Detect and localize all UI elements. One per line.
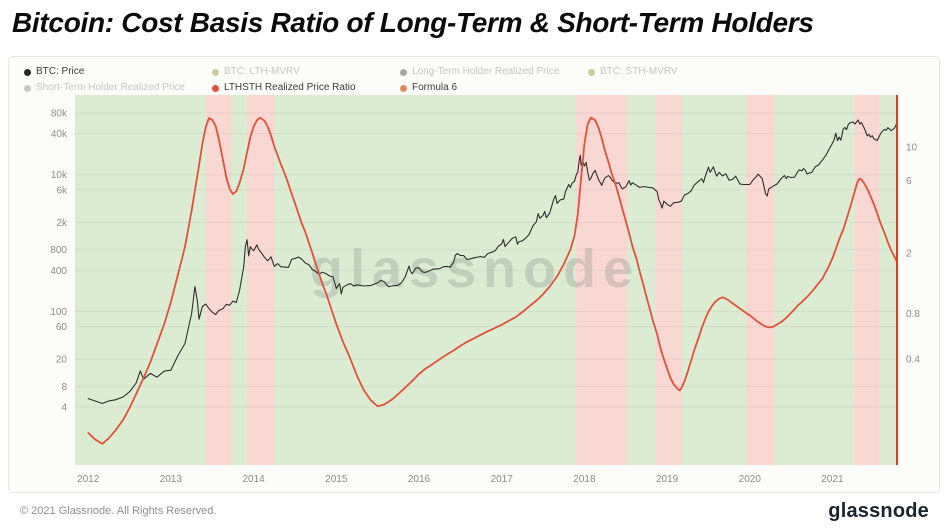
- legend-dot-icon: [400, 68, 407, 76]
- legend-item-label: Short-Term Holder Realized Price: [36, 82, 185, 93]
- legend-dot-icon: [24, 84, 31, 92]
- legend-item-label: LTHSTH Realized Price Ratio: [224, 82, 356, 93]
- legend-item-btc-price[interactable]: BTC: Price: [24, 66, 212, 78]
- left-axis-tick-label: 60: [56, 322, 68, 333]
- series-line-lthsth-realized-price-ratio: [87, 116, 898, 445]
- legend-item-label: Long-Term Holder Realized Price: [412, 66, 560, 77]
- chart-legend: BTC: Price BTC: LTH-MVRV Long-Term Holder …: [24, 66, 884, 94]
- legend-item-short-term-holder-realized-price[interactable]: Short-Term Holder Realized Price: [24, 82, 212, 94]
- legend-dot-icon: [24, 68, 31, 76]
- legend-dot-icon: [400, 84, 407, 92]
- legend-dot-icon: [212, 84, 219, 92]
- chart-bands-layer: [75, 95, 897, 465]
- signal-band-pink: [576, 95, 628, 465]
- legend-dot-icon: [588, 68, 595, 76]
- x-axis-tick-label: 2014: [242, 474, 265, 485]
- chart-axes-layer: 80k 40k 10k 6k 2k 800 400 100 60 20 8 4 10 6 2 0.8 0.4 20…: [50, 109, 920, 486]
- left-axis-tick-label: 100: [50, 307, 67, 318]
- x-axis-tick-label: 2016: [408, 474, 431, 485]
- legend-item-formula-6[interactable]: Formula 6: [400, 82, 588, 94]
- x-axis-tick-label: 2019: [656, 474, 679, 485]
- left-axis-tick-label: 6k: [56, 185, 68, 196]
- right-axis-tick-label: 2: [906, 248, 912, 259]
- right-axis-tick-label: 0.8: [906, 309, 920, 320]
- right-axis-tick-label: 0.4: [906, 354, 920, 365]
- right-axis-tick-label: 10: [906, 143, 918, 154]
- signal-band-pink: [247, 95, 275, 465]
- footer: © 2021 Glassnode. All Rights Reserved. g…: [0, 493, 949, 529]
- x-axis-tick-label: 2012: [77, 474, 100, 485]
- left-axis-tick-label: 20: [56, 355, 68, 366]
- legend-item-label: BTC: STH-MVRV: [600, 66, 678, 77]
- legend-item-btc-sth-mvrv[interactable]: BTC: STH-MVRV: [588, 66, 776, 78]
- x-axis-tick-label: 2020: [739, 474, 762, 485]
- left-axis-tick-label: 8: [61, 382, 67, 393]
- series-line-btc-price: [87, 119, 898, 405]
- chart-series-layer: [87, 95, 898, 465]
- legend-dot-icon: [212, 68, 219, 76]
- left-axis-tick-label: 80k: [51, 109, 68, 120]
- legend-item-label: BTC: Price: [36, 66, 85, 77]
- legend-item-long-term-holder-realized-price[interactable]: Long-Term Holder Realized Price: [400, 66, 588, 78]
- x-axis-tick-label: 2017: [491, 474, 514, 485]
- legend-item-btc-lth-mvrv[interactable]: BTC: LTH-MVRV: [212, 66, 400, 78]
- legend-item-label: Formula 6: [412, 82, 458, 93]
- glassnode-watermark: glassnode: [310, 239, 640, 299]
- signal-band-pink: [655, 95, 682, 465]
- legend-item-lthsth-realized-price-ratio[interactable]: LTHSTH Realized Price Ratio: [212, 82, 400, 94]
- left-axis-tick-label: 2k: [56, 218, 68, 229]
- legend-item-label: BTC: LTH-MVRV: [224, 66, 300, 77]
- x-axis-tick-label: 2018: [573, 474, 596, 485]
- signal-band-pink: [205, 95, 232, 465]
- glassnode-logo[interactable]: glassnode: [828, 499, 929, 522]
- left-axis-tick-label: 4: [61, 403, 67, 414]
- left-axis-tick-label: 40k: [51, 129, 68, 140]
- x-axis-tick-label: 2015: [325, 474, 348, 485]
- signal-band-pink: [745, 95, 775, 465]
- copyright-text: © 2021 Glassnode. All Rights Reserved.: [20, 505, 217, 517]
- left-axis-tick-label: 10k: [51, 170, 68, 181]
- right-axis-tick-label: 6: [906, 176, 912, 187]
- signal-band-pink: [854, 95, 880, 465]
- page-title: Bitcoin: Cost Basis Ratio of Long-Term &…: [12, 7, 814, 38]
- left-axis-tick-label: 400: [50, 266, 67, 277]
- x-axis-tick-label: 2021: [821, 474, 844, 485]
- x-axis-tick-label: 2013: [160, 474, 183, 485]
- left-axis-tick-label: 800: [50, 245, 67, 256]
